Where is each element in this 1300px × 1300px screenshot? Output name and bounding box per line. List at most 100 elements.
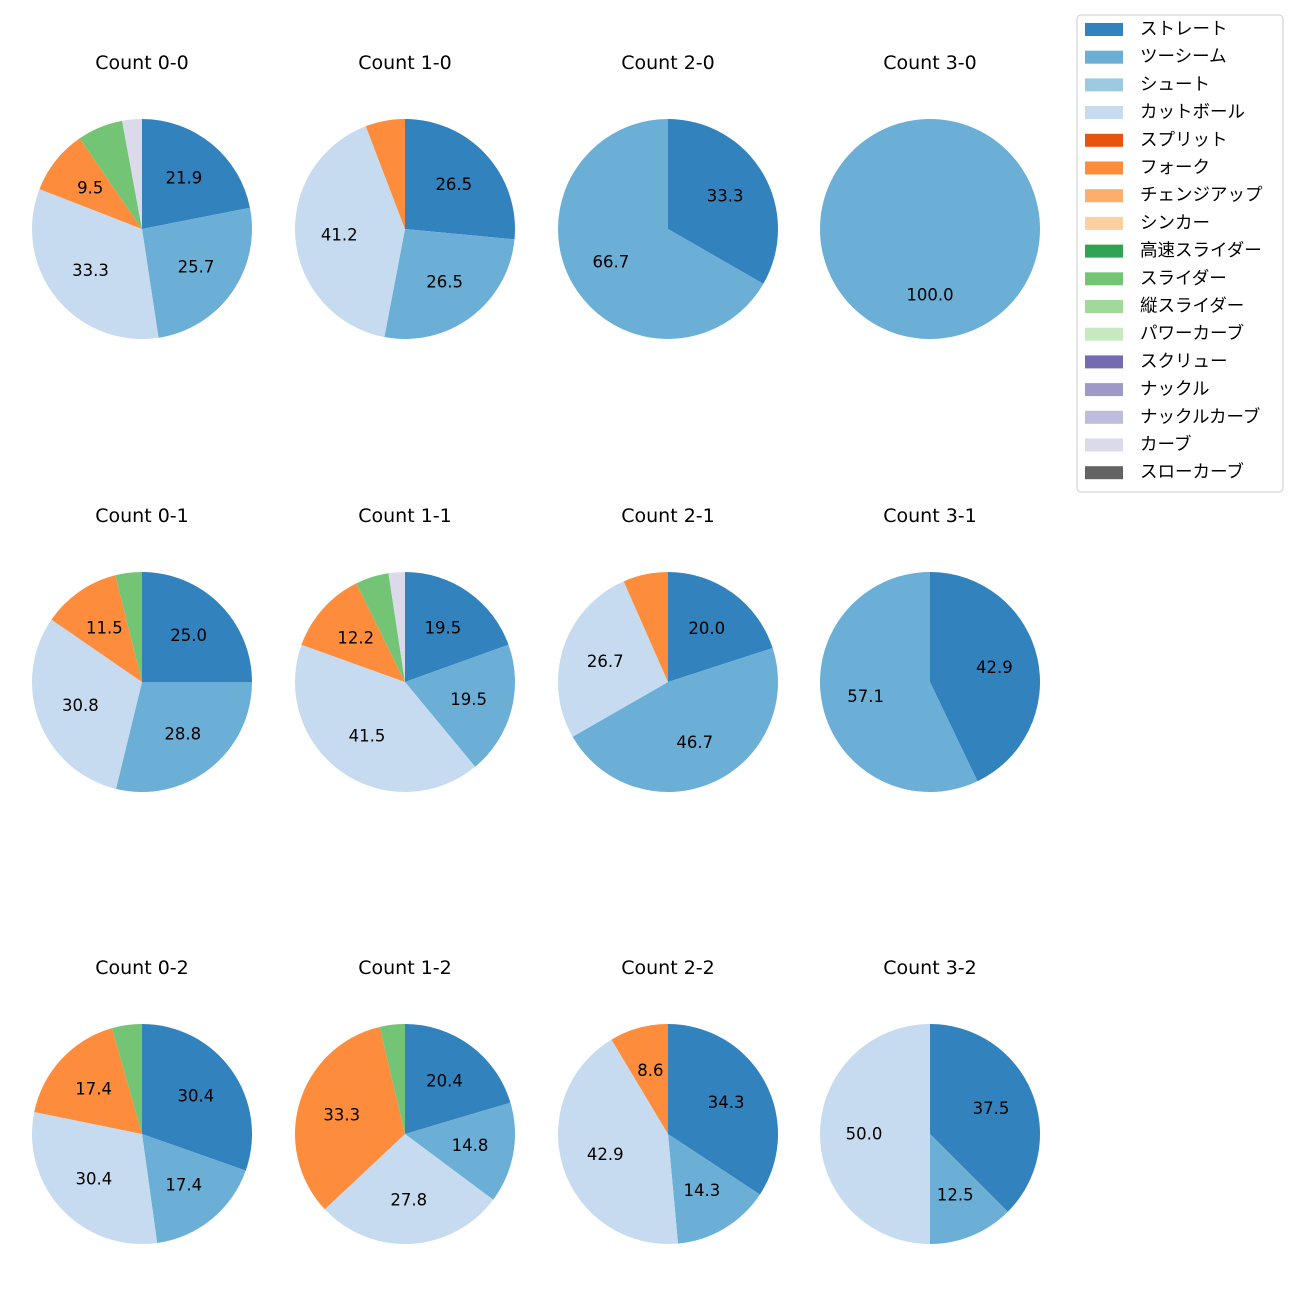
slice-label: 100.0: [906, 286, 953, 305]
slice-label: 33.3: [707, 186, 744, 205]
slice-label: 17.4: [165, 1176, 202, 1195]
slice-label: 27.8: [390, 1190, 427, 1209]
pie-chart: Count 2-0 33.3 66.7: [558, 52, 778, 339]
pie-slice: [365, 119, 405, 229]
pie-slice: [142, 1024, 252, 1171]
slice-label: 30.4: [178, 1086, 215, 1105]
pie-slice: [32, 189, 159, 339]
pie-chart: Count 2-1 20.0 46.7 26.7: [557, 505, 779, 793]
legend-swatch: [1085, 133, 1123, 147]
pie-chart: Count 3-1 42.9 57.1: [819, 505, 1040, 792]
legend-swatch: [1085, 23, 1123, 36]
slice-label: 37.5: [973, 1099, 1010, 1118]
pie-slice: [611, 1024, 668, 1134]
legend-entry: ツーシーム: [1140, 47, 1227, 67]
pie-chart: Count 3-0 100.0: [820, 52, 1040, 339]
legend-entry: 高速スライダー: [1140, 241, 1262, 261]
pie-slice: [294, 1026, 405, 1210]
chart-title: Count 2-0: [621, 52, 715, 74]
slice-label: 42.9: [587, 1145, 624, 1164]
pie-slice: [405, 644, 515, 767]
slice-label: 41.2: [321, 225, 358, 244]
pie-slice: [388, 572, 405, 682]
slice-label: 50.0: [846, 1125, 883, 1144]
pie-slice: [301, 583, 405, 682]
pie-slice: [668, 572, 773, 682]
slice-label: 25.7: [178, 257, 215, 276]
pie-chart: Count 1-1 19.5 19.5 41.5 12.2: [294, 505, 515, 792]
legend-entry: シンカー: [1140, 213, 1210, 233]
legend-entry: スプリット: [1140, 130, 1228, 150]
chart-title: Count 0-2: [95, 957, 189, 979]
legend-swatch: [1085, 50, 1123, 64]
pie-slice: [356, 573, 405, 682]
pie-slice: [558, 119, 764, 339]
slice-label: 11.5: [86, 618, 123, 637]
slice-label: 30.8: [62, 696, 99, 715]
pie-slice: [405, 1024, 511, 1134]
pie-slice: [668, 119, 778, 284]
pie-slice: [294, 644, 476, 792]
pie-charts: Count 0-0 21.9 25.7 33.3 9.5 Count 1-0 26.5 26.…: [31, 52, 1040, 1245]
slice-label: 20.0: [688, 619, 725, 638]
pie-slice: [930, 572, 1040, 782]
pie-slice: [405, 1102, 515, 1200]
slice-label: 19.5: [450, 690, 487, 709]
legend-entry: ナックル: [1140, 380, 1209, 400]
legend-entry: 縦スライダー: [1140, 297, 1244, 317]
slice-label: 21.9: [166, 169, 203, 188]
chart-title: Count 0-1: [95, 505, 189, 527]
pie-slice: [111, 1024, 142, 1134]
chart-title: Count 0-0: [95, 52, 189, 74]
pie-slice: [39, 138, 142, 229]
pie-slice: [31, 619, 142, 789]
pie-slice: [820, 1024, 930, 1244]
pie-slice: [557, 1039, 678, 1244]
slice-label: 14.3: [684, 1181, 721, 1200]
pie-slice: [623, 572, 668, 682]
legend-entry: スローカーブ: [1140, 462, 1244, 483]
pie-slice: [379, 1024, 405, 1134]
pie-slice: [820, 119, 1040, 339]
slice-label: 46.7: [676, 733, 713, 752]
pie-slice: [405, 119, 515, 240]
pie-slice: [295, 126, 405, 338]
slice-label: 41.5: [349, 726, 386, 745]
pie-slice: [122, 119, 142, 229]
slice-label: 19.5: [425, 619, 462, 638]
slice-label: 17.4: [75, 1080, 112, 1099]
legend-swatch: [1085, 466, 1123, 480]
pie-slice: [115, 572, 142, 682]
legend-entry: カットボール: [1140, 103, 1245, 123]
legend-swatch: [1085, 189, 1123, 203]
slice-label: 12.5: [937, 1185, 974, 1204]
pie-slice: [79, 120, 142, 229]
slice-label: 14.8: [452, 1136, 489, 1155]
pie-chart: Count 3-2 37.5 12.5 50.0: [820, 957, 1040, 1244]
slice-label: 26.5: [435, 175, 472, 194]
pie-slice: [572, 648, 779, 793]
chart-title: Count 1-1: [358, 505, 452, 527]
chart-title: Count 2-1: [621, 505, 715, 527]
pie-chart: Count 0-2 30.4 17.4 30.4 17.4: [31, 957, 252, 1245]
chart-title: Count 3-0: [883, 52, 977, 74]
chart-title: Count 1-0: [358, 52, 452, 74]
pie-slice: [405, 572, 509, 682]
chart-title: Count 2-2: [621, 957, 715, 979]
pie-slice: [142, 572, 252, 682]
legend-swatch: [1085, 78, 1123, 92]
legend-swatch: [1085, 106, 1123, 120]
legend-entry: チェンジアップ: [1140, 186, 1263, 206]
legend-frame: [1076, 14, 1284, 493]
pie-slice: [930, 1024, 1040, 1212]
chart-title: Count 3-1: [883, 505, 977, 527]
pie-slice: [34, 1028, 142, 1134]
pie-chart: Count 0-1 25.0 28.8 30.8 11.5: [31, 505, 252, 793]
legend-entry: スクリュー: [1140, 352, 1228, 372]
chart-title: Count 3-2: [883, 957, 977, 979]
pie-slice: [142, 207, 252, 338]
legend-swatch: [1085, 300, 1123, 313]
legend-swatch: [1085, 383, 1123, 397]
pie-slice: [51, 575, 142, 682]
chart-title: Count 1-2: [358, 957, 452, 979]
